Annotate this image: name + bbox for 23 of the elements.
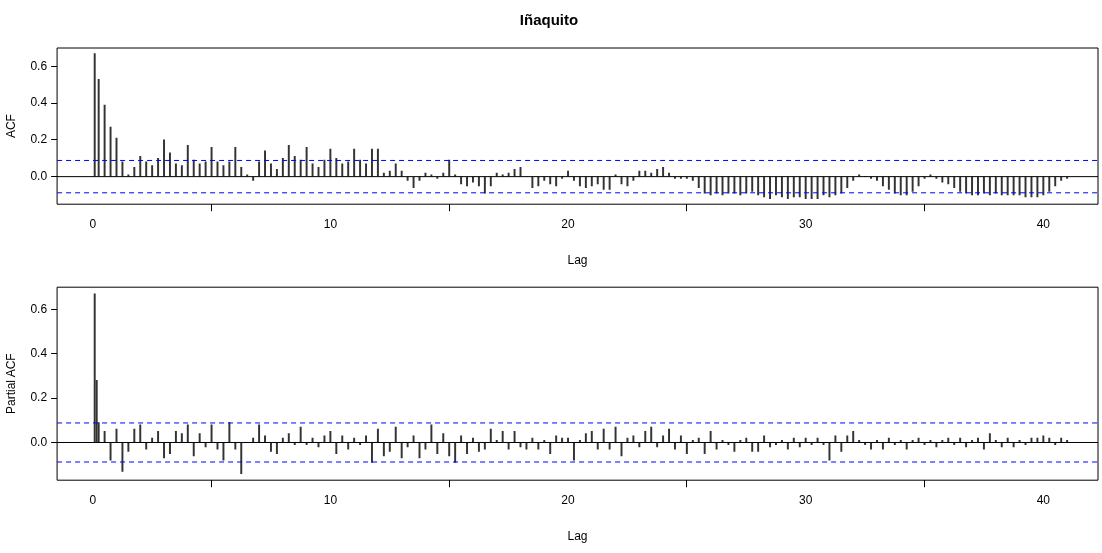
x-tick-label: 40 xyxy=(1036,216,1051,231)
y-axis-title: ACF xyxy=(3,114,18,139)
x-tick-label: 30 xyxy=(799,492,813,507)
chart-title: Iñaquito xyxy=(519,11,579,29)
y-tick-label: 0.4 xyxy=(30,346,48,361)
x-tick-label: 10 xyxy=(323,492,338,507)
y-axis-title: Partial ACF xyxy=(3,353,18,415)
y-tick-label: 0.6 xyxy=(30,58,48,73)
y-tick-label: 0.4 xyxy=(30,95,48,110)
x-tick-label: 40 xyxy=(1036,492,1051,507)
y-tick-label: 0.2 xyxy=(30,132,48,147)
x-tick-label: 20 xyxy=(561,492,576,507)
x-tick-label: 20 xyxy=(561,216,576,231)
x-tick-label: 0 xyxy=(89,216,97,231)
x-tick-label: 30 xyxy=(799,216,813,231)
x-axis-title: Lag xyxy=(567,529,588,544)
x-tick-label: 10 xyxy=(323,216,338,231)
x-tick-label: 0 xyxy=(89,492,97,507)
y-tick-label: 0.2 xyxy=(30,390,48,405)
y-tick-label: 0.0 xyxy=(30,168,48,183)
y-tick-label: 0.6 xyxy=(30,301,48,316)
y-tick-label: 0.0 xyxy=(30,434,48,449)
x-axis-title: Lag xyxy=(567,253,588,268)
